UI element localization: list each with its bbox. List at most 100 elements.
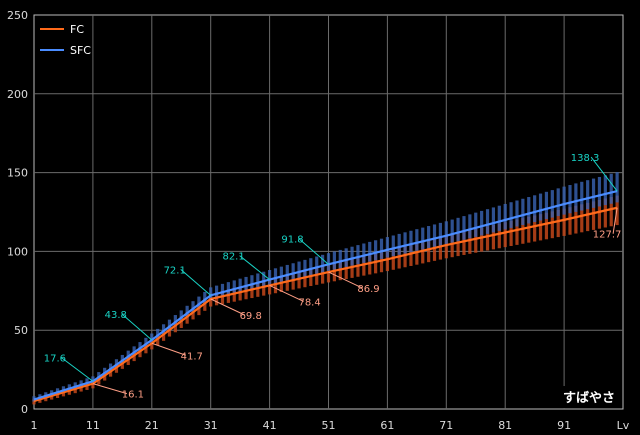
spread-bar-fc [315, 267, 319, 285]
spread-bar-fc [32, 398, 36, 405]
spread-bar-fc [533, 215, 537, 242]
callout-label: 16.1 [122, 390, 144, 401]
spread-bar-fc [521, 218, 525, 244]
spread-bar-sfc [368, 241, 372, 262]
spread-bar-sfc [544, 191, 549, 220]
spread-bar-fc [562, 208, 566, 236]
spread-bar-fc [279, 276, 283, 293]
spread-bar-sfc [409, 230, 413, 253]
spread-bar-sfc [597, 176, 602, 207]
spread-bar-fc [368, 255, 372, 275]
spread-bar-sfc [527, 197, 531, 224]
spread-bar-sfc [185, 305, 189, 318]
spread-bar-fc [344, 260, 348, 280]
spread-bar-fc [238, 286, 242, 301]
spread-bar-sfc [456, 217, 460, 242]
spread-bar-sfc [238, 278, 242, 293]
callout-leader [612, 207, 618, 234]
spread-bar-sfc [179, 310, 183, 323]
callout-leader [151, 342, 186, 356]
spread-bar-fc [250, 283, 254, 299]
spread-bar-fc [291, 273, 295, 290]
spread-bar-sfc [309, 258, 313, 276]
spread-bar-sfc [391, 235, 395, 257]
spread-bar-sfc [415, 229, 419, 251]
spread-bar-sfc [421, 227, 425, 250]
callout-leader [60, 356, 94, 382]
spread-bar-fc [580, 204, 584, 233]
x-tick-label: 51 [322, 419, 336, 432]
spread-bar-fc [285, 274, 289, 291]
y-tick-label: 50 [14, 324, 28, 337]
spread-bar-sfc [609, 173, 613, 204]
spread-bar-sfc [533, 195, 537, 223]
spread-bar-fc [574, 205, 578, 234]
watermark-label: すばやさ [563, 391, 615, 406]
spread-bar-sfc [326, 253, 331, 272]
spread-bar-sfc [556, 188, 560, 217]
spread-bar-fc [609, 197, 613, 227]
spread-bar-sfc [503, 203, 507, 230]
spread-bar-sfc [273, 268, 278, 284]
spread-bar-sfc [568, 185, 572, 214]
spread-bar-sfc [444, 221, 448, 245]
x-tick-label: 71 [439, 419, 453, 432]
x-tick-label: 1 [31, 419, 38, 432]
spread-bar-sfc [591, 178, 596, 208]
spread-bar-sfc [250, 275, 254, 290]
spread-bar-sfc [291, 263, 295, 280]
spread-bar-sfc [197, 296, 201, 309]
spread-bar-fc [415, 243, 419, 265]
spread-bar-sfc [167, 319, 172, 331]
spread-bar-fc [268, 279, 272, 295]
spread-bar-sfc [491, 207, 496, 233]
callout-leader [590, 156, 618, 192]
callout-label: 72.1 [164, 265, 186, 276]
spread-bar-fc [474, 229, 478, 253]
watermark-bg [556, 386, 622, 408]
spread-bar-fc [379, 252, 384, 273]
spread-bar-fc [497, 223, 501, 249]
callout-leader [121, 313, 153, 341]
callout-label: 138.3 [571, 153, 600, 164]
spread-bar-fc [468, 230, 472, 254]
callout-leader [92, 383, 128, 395]
spread-bar-fc [309, 269, 313, 287]
spread-bar-sfc [474, 212, 478, 237]
spread-bar-fc [456, 233, 460, 257]
spread-bar-sfc [350, 246, 354, 266]
spread-bar-fc [538, 214, 543, 241]
spread-bar-sfc [344, 248, 348, 267]
spread-bar-fc [597, 199, 602, 229]
spread-bar-sfc [515, 200, 519, 227]
spread-bar-fc [527, 216, 531, 243]
spread-bar-fc [409, 244, 413, 266]
spread-bar-fc [450, 234, 454, 258]
spread-bar-fc [603, 198, 607, 228]
spread-bar-fc [403, 246, 407, 268]
spread-bar-fc [226, 289, 230, 303]
spread-bar-fc [385, 251, 389, 272]
spread-bar-sfc [468, 214, 472, 239]
y-tick-label: 150 [7, 167, 28, 180]
spread-bar-fc [544, 212, 549, 240]
spread-bar-sfc [279, 266, 283, 283]
x-tick-label: 41 [263, 419, 277, 432]
spread-bar-fc [326, 264, 331, 283]
spread-bar-sfc [427, 226, 431, 249]
spread-bar-sfc [226, 282, 230, 296]
spread-bar-fc [262, 280, 266, 296]
spread-bar-sfc [203, 291, 207, 305]
spread-bar-fc [332, 263, 336, 282]
spread-bar-fc [362, 256, 366, 276]
spread-bar-fc [214, 292, 219, 306]
chart-grid [33, 14, 624, 410]
spread-bar-sfc [220, 283, 225, 298]
x-tick-label: 31 [204, 419, 218, 432]
spread-bar-sfc [462, 216, 466, 240]
spread-bar-sfc [580, 181, 584, 211]
spread-bar-sfc [362, 243, 366, 263]
callout-label: 43.8 [105, 310, 127, 321]
spread-bar-fc [427, 240, 431, 263]
